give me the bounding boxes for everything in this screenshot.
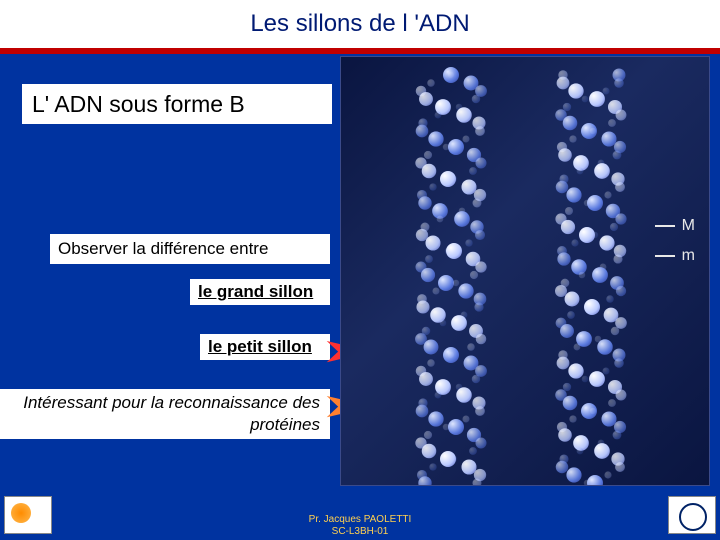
minor-tick-icon: [655, 255, 675, 257]
major-groove-label: M: [682, 217, 695, 235]
subtitle-text: L' ADN sous forme B: [32, 91, 245, 118]
observe-box: Observer la différence entre: [50, 234, 330, 264]
logo-left-icon: [4, 496, 52, 534]
major-tick-icon: [655, 225, 675, 227]
footer-credit: Pr. Jacques PAOLETTI SC-L3BH-01: [309, 514, 412, 538]
petit-sillon-box: le petit sillon: [200, 334, 330, 360]
credit-code: SC-L3BH-01: [309, 526, 412, 538]
slide-body: L' ADN sous forme B Observer la différen…: [0, 54, 720, 540]
subtitle-box: L' ADN sous forme B: [22, 84, 332, 124]
dna-illustration: M m: [340, 56, 710, 486]
petit-sillon-label: le petit sillon: [208, 337, 312, 357]
grand-sillon-label: le grand sillon: [198, 282, 313, 302]
interest-box: Intéressant pour la reconnaissance des p…: [0, 389, 330, 439]
minor-groove-label: m: [682, 247, 695, 265]
credit-author: Pr. Jacques PAOLETTI: [309, 514, 412, 526]
interest-text: Intéressant pour la reconnaissance des p…: [0, 392, 320, 436]
observe-text: Observer la différence entre: [58, 239, 268, 259]
grand-sillon-box: le grand sillon: [190, 279, 330, 305]
title-area: Les sillons de l 'ADN: [0, 0, 720, 48]
dna-helix-right: [551, 67, 631, 475]
slide-title: Les sillons de l 'ADN: [250, 10, 469, 38]
logo-right-icon: [668, 496, 716, 534]
dna-helix-left: [411, 67, 491, 475]
